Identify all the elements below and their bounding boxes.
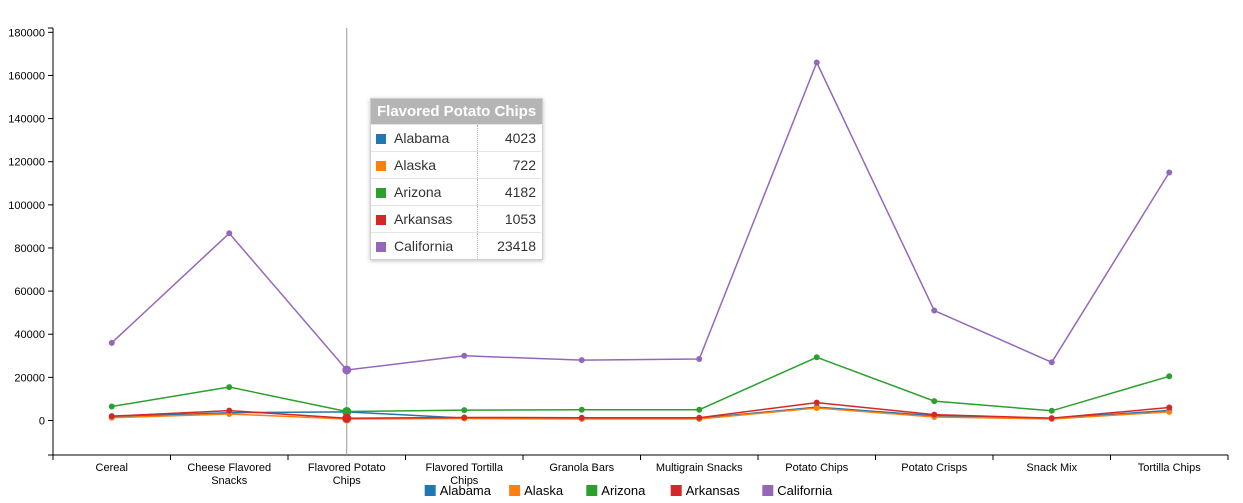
- tooltip-value: 722: [477, 151, 541, 179]
- data-point: [813, 354, 820, 361]
- x-tick-label: Multigrain Snacks: [656, 462, 743, 474]
- series-line: [111, 407, 1170, 420]
- chart-tooltip: Flavored Potato Chips Alabama 4023 Alask…: [370, 98, 544, 260]
- tooltip-swatch: [376, 134, 386, 144]
- data-point: [342, 365, 352, 375]
- data-point: [461, 407, 468, 414]
- x-tick-label: Snack Mix: [1026, 462, 1077, 474]
- legend-swatch: [509, 485, 521, 496]
- data-point: [813, 59, 820, 66]
- data-point: [1166, 169, 1173, 176]
- data-point: [461, 414, 468, 421]
- data-point: [1048, 407, 1055, 414]
- data-point: [931, 398, 938, 405]
- data-point: [226, 230, 233, 237]
- tooltip-series-name: Alabama: [394, 130, 450, 146]
- legend-swatch: [762, 485, 774, 496]
- series-line: [111, 60, 1170, 371]
- y-tick-label: 140000: [8, 114, 45, 126]
- y-tick-label: 80000: [14, 243, 45, 255]
- data-point: [813, 399, 820, 406]
- data-point: [578, 357, 585, 364]
- tooltip-swatch: [376, 188, 386, 198]
- series-line: [111, 401, 1170, 419]
- data-point: [578, 406, 585, 413]
- x-tick-label: Cheese Flavored Snacks: [187, 462, 271, 487]
- data-point: [342, 413, 352, 423]
- tooltip-series-name: California: [394, 238, 454, 254]
- y-tick-label: 180000: [8, 27, 45, 39]
- x-tick-label: Flavored Potato Chips: [308, 462, 386, 487]
- data-point: [461, 352, 468, 359]
- data-point: [696, 406, 703, 413]
- x-tick-label: Potato Chips: [785, 462, 848, 474]
- x-tick-label: Granola Bars: [549, 462, 614, 474]
- legend-swatch: [670, 485, 682, 496]
- y-tick-label: 100000: [8, 200, 45, 212]
- tooltip-value: 4182: [477, 178, 541, 206]
- x-tick-label: Potato Crisps: [901, 462, 968, 474]
- data-point: [931, 307, 938, 314]
- data-point: [108, 339, 115, 346]
- data-point: [108, 403, 115, 410]
- data-point: [696, 356, 703, 363]
- y-tick-label: 20000: [14, 372, 45, 384]
- legend-label: Arizona: [601, 483, 646, 498]
- data-point: [578, 414, 585, 421]
- data-point: [1166, 373, 1173, 380]
- tooltip-row: Alaska 722: [371, 151, 541, 179]
- legend-label: Arkansas: [686, 483, 741, 498]
- data-point: [696, 414, 703, 421]
- legend-label: California: [777, 483, 833, 498]
- y-tick-label: 60000: [14, 286, 45, 298]
- tooltip-row: California 23418: [371, 232, 541, 259]
- data-point: [813, 404, 820, 411]
- data-point: [226, 407, 233, 414]
- tooltip-table: Alabama 4023 Alaska 722 Arizona 4182 Ark…: [371, 124, 541, 259]
- data-point: [108, 413, 115, 420]
- data-point: [1166, 404, 1173, 411]
- x-tick-label: Cereal: [96, 462, 128, 474]
- tooltip-value: 23418: [477, 232, 541, 259]
- tooltip-series-name: Arkansas: [394, 211, 453, 227]
- tooltip-swatch: [376, 161, 386, 171]
- y-tick-label: 0: [39, 415, 45, 427]
- data-point: [226, 384, 233, 391]
- y-tick-label: 40000: [14, 329, 45, 341]
- data-point: [1048, 359, 1055, 366]
- tooltip-swatch: [376, 242, 386, 252]
- tooltip-value: 1053: [477, 205, 541, 233]
- legend-label: Alaska: [524, 483, 564, 498]
- legend-swatch: [586, 485, 598, 496]
- legend-label: Alabama: [440, 483, 492, 498]
- data-point: [931, 411, 938, 418]
- tooltip-value: 4023: [477, 124, 541, 152]
- tooltip-row: Alabama 4023: [371, 124, 541, 152]
- y-tick-label: 120000: [8, 157, 45, 169]
- x-tick-label: Flavored Tortilla Chips: [426, 462, 504, 487]
- series-line: [111, 356, 1170, 413]
- data-point: [1048, 415, 1055, 422]
- tooltip-row: Arkansas 1053: [371, 205, 541, 233]
- tooltip-series-name: Arizona: [394, 184, 442, 200]
- y-tick-label: 160000: [8, 70, 45, 82]
- tooltip-title: Flavored Potato Chips: [371, 99, 543, 124]
- legend-swatch: [424, 485, 436, 496]
- tooltip-row: Arizona 4182: [371, 178, 541, 206]
- x-tick-label: Tortilla Chips: [1138, 462, 1201, 474]
- tooltip-series-name: Alaska: [394, 157, 437, 173]
- tooltip-swatch: [376, 215, 386, 225]
